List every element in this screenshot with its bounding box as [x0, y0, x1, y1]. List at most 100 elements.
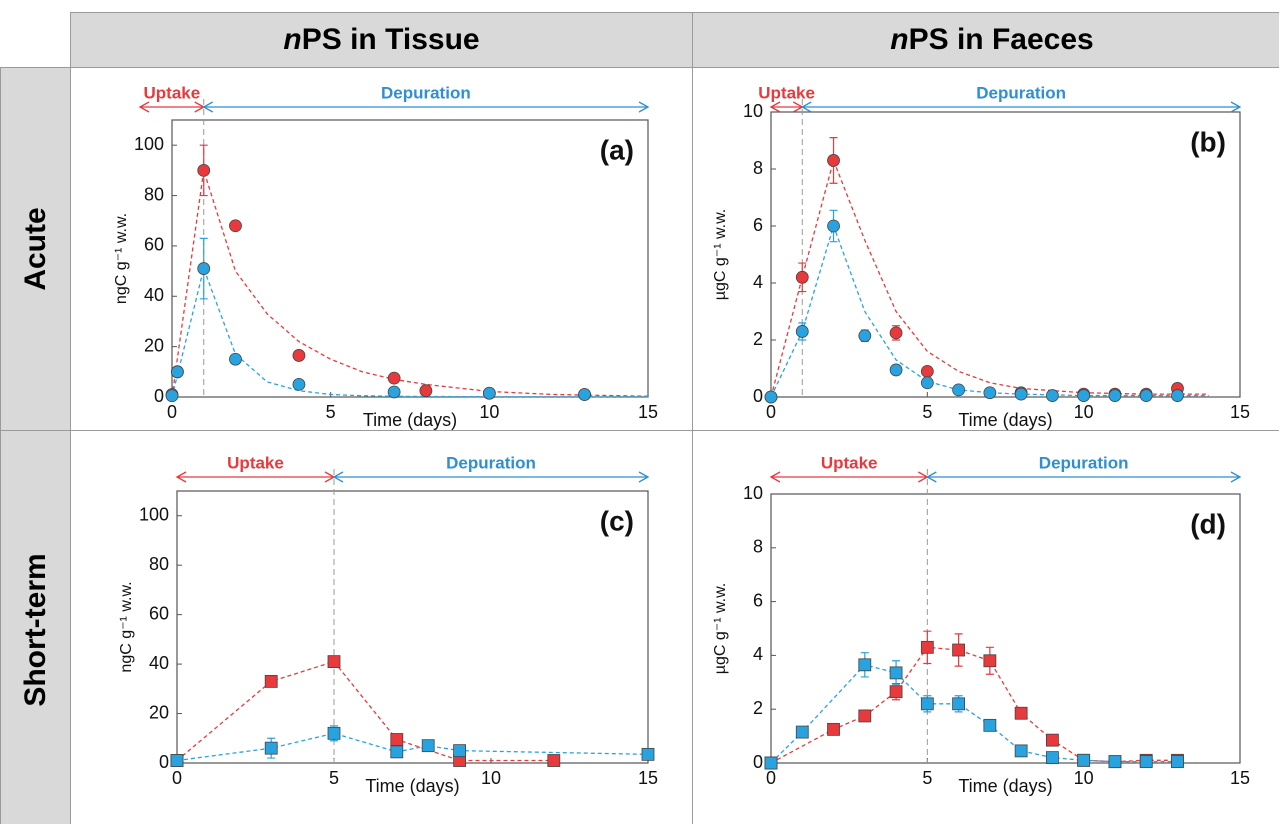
- data-point: [1139, 755, 1153, 769]
- arrow-head: [332, 471, 650, 483]
- y-tick-label: 8: [753, 158, 763, 178]
- arrow-head: [202, 101, 650, 113]
- x-axis-label: Time (days): [958, 776, 1052, 796]
- data-point: [387, 371, 401, 385]
- y-tick-label: 8: [753, 537, 763, 557]
- data-point: [795, 725, 809, 739]
- x-tick-label: 5: [326, 402, 336, 422]
- series-line: [171, 170, 649, 398]
- data-point: [641, 747, 655, 761]
- data-point: [1046, 733, 1059, 747]
- y-axis-label: µgC g⁻¹ w.w.: [712, 583, 729, 674]
- y-tick-label: 20: [149, 702, 169, 722]
- data-point: [387, 385, 401, 399]
- y-axis-label: µgC g⁻¹ w.w.: [712, 209, 729, 300]
- y-tick-label: 40: [149, 653, 169, 673]
- data-point: [453, 744, 467, 758]
- series-line: [770, 158, 1209, 398]
- y-axis-label: ngC g⁻¹ w.w.: [118, 581, 135, 672]
- data-point: [983, 386, 997, 400]
- series-line: [770, 223, 1209, 398]
- x-tick-label: 0: [167, 402, 177, 422]
- data-point: [920, 376, 934, 390]
- data-point: [578, 388, 591, 401]
- panel-label: (d): [1190, 508, 1226, 539]
- data-point: [858, 658, 872, 672]
- x-tick-label: 15: [1230, 402, 1250, 422]
- y-tick-label: 2: [753, 329, 763, 349]
- data-point: [920, 640, 934, 654]
- y-tick-label: 2: [753, 698, 763, 718]
- series-line: [171, 266, 648, 398]
- y-tick-label: 6: [753, 590, 763, 610]
- phase-label: Depuration: [446, 453, 536, 472]
- phase-label: Uptake: [821, 453, 878, 472]
- y-tick-label: 80: [149, 554, 169, 574]
- data-point: [1171, 755, 1184, 769]
- plot-frame: [770, 111, 1241, 398]
- phase-label: Depuration: [381, 83, 471, 102]
- phase-label: Uptake: [227, 453, 284, 472]
- phase-label: Uptake: [758, 83, 815, 102]
- data-point: [1139, 389, 1153, 402]
- row-header: Acute: [0, 67, 71, 431]
- data-point: [889, 326, 903, 340]
- x-tick-label: 10: [481, 768, 501, 788]
- x-tick-label: 0: [172, 768, 182, 788]
- y-tick-label: 4: [753, 272, 763, 292]
- series-line: [176, 732, 649, 762]
- y-tick-label: 4: [753, 644, 763, 664]
- row-header: Short-term: [0, 430, 71, 824]
- x-tick-label: 15: [638, 768, 658, 788]
- panel-label: (b): [1190, 126, 1226, 157]
- data-point: [983, 654, 997, 668]
- phase-label: Depuration: [1039, 453, 1129, 472]
- data-point: [858, 329, 872, 343]
- data-point: [1046, 389, 1059, 402]
- data-point: [1014, 706, 1028, 720]
- data-point: [390, 733, 404, 746]
- data-point: [889, 666, 903, 680]
- series-line: [176, 660, 554, 762]
- data-point: [827, 154, 840, 167]
- data-point: [827, 722, 840, 736]
- panel-cell: [692, 430, 1279, 824]
- data-point: [165, 389, 179, 403]
- y-tick-label: 0: [159, 752, 169, 772]
- x-tick-label: 15: [1230, 768, 1250, 788]
- x-tick-label: 10: [1074, 402, 1094, 422]
- data-point: [419, 384, 433, 398]
- data-point: [1014, 744, 1028, 758]
- data-point: [952, 383, 965, 397]
- y-tick-label: 40: [144, 285, 164, 305]
- phase-label: Depuration: [976, 83, 1066, 102]
- data-point: [983, 718, 997, 732]
- data-point: [920, 364, 934, 378]
- x-tick-label: 10: [479, 402, 499, 422]
- x-tick-label: 5: [329, 768, 339, 788]
- series-line: [770, 664, 1178, 764]
- x-axis-label: Time (days): [365, 776, 459, 796]
- panel-label: (a): [600, 134, 634, 165]
- y-axis-label: ngC g⁻¹ w.w.: [113, 213, 130, 304]
- data-point: [292, 349, 306, 362]
- data-point: [170, 754, 184, 767]
- data-point: [547, 754, 561, 767]
- data-point: [197, 262, 211, 275]
- y-tick-label: 10: [743, 101, 763, 121]
- data-point: [1077, 389, 1091, 402]
- y-tick-label: 60: [149, 603, 169, 623]
- data-point: [229, 219, 242, 233]
- data-point: [764, 390, 778, 404]
- series-line: [770, 646, 1178, 764]
- data-point: [889, 685, 903, 699]
- data-point: [1046, 751, 1059, 765]
- y-tick-label: 60: [144, 235, 164, 255]
- data-point: [390, 745, 404, 759]
- data-point: [952, 697, 965, 711]
- data-point: [229, 352, 242, 366]
- phase-label: Uptake: [144, 83, 201, 102]
- data-point: [292, 378, 306, 391]
